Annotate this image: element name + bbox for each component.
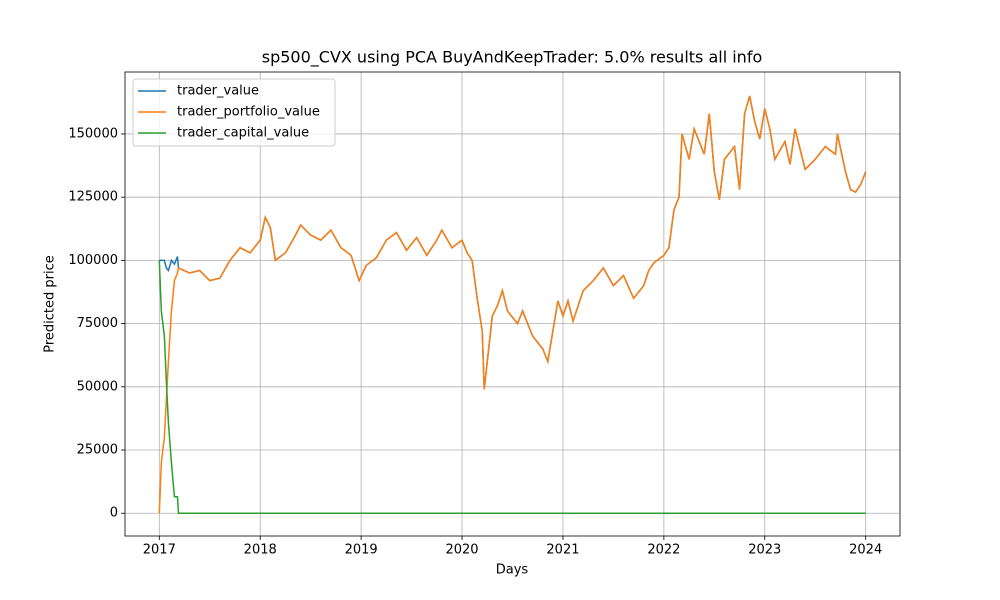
x-tick-label: 2022 bbox=[647, 543, 680, 558]
y-tick-label: 100000 bbox=[68, 253, 118, 268]
x-tick-label: 2023 bbox=[748, 543, 781, 558]
y-tick-label: 0 bbox=[110, 506, 118, 521]
x-axis-label: Days bbox=[496, 563, 529, 578]
x-tick-label: 2019 bbox=[345, 543, 378, 558]
x-tick-label: 2021 bbox=[546, 543, 579, 558]
axes-frame bbox=[124, 71, 901, 537]
legend-label: trader_capital_value bbox=[177, 126, 309, 141]
y-tick-label: 75000 bbox=[77, 316, 118, 331]
series-line bbox=[158, 260, 866, 514]
chart-title: sp500_CVX using PCA BuyAndKeepTrader: 5.… bbox=[262, 48, 763, 68]
y-tick-label: 125000 bbox=[68, 190, 118, 205]
legend-label: trader_portfolio_value bbox=[177, 105, 320, 120]
x-tick-label: 2020 bbox=[445, 543, 478, 558]
y-tick-label: 150000 bbox=[68, 126, 118, 141]
y-tick-label: 25000 bbox=[77, 443, 118, 458]
y-axis-label: Predicted price bbox=[43, 255, 58, 353]
x-tick-label: 2018 bbox=[244, 543, 277, 558]
y-tick-label: 50000 bbox=[77, 379, 118, 394]
x-tick-label: 2017 bbox=[143, 543, 176, 558]
series-line bbox=[158, 95, 867, 514]
x-tick-label: 2024 bbox=[849, 543, 882, 558]
legend-label: trader_value bbox=[177, 84, 259, 99]
legend-box bbox=[132, 78, 336, 147]
